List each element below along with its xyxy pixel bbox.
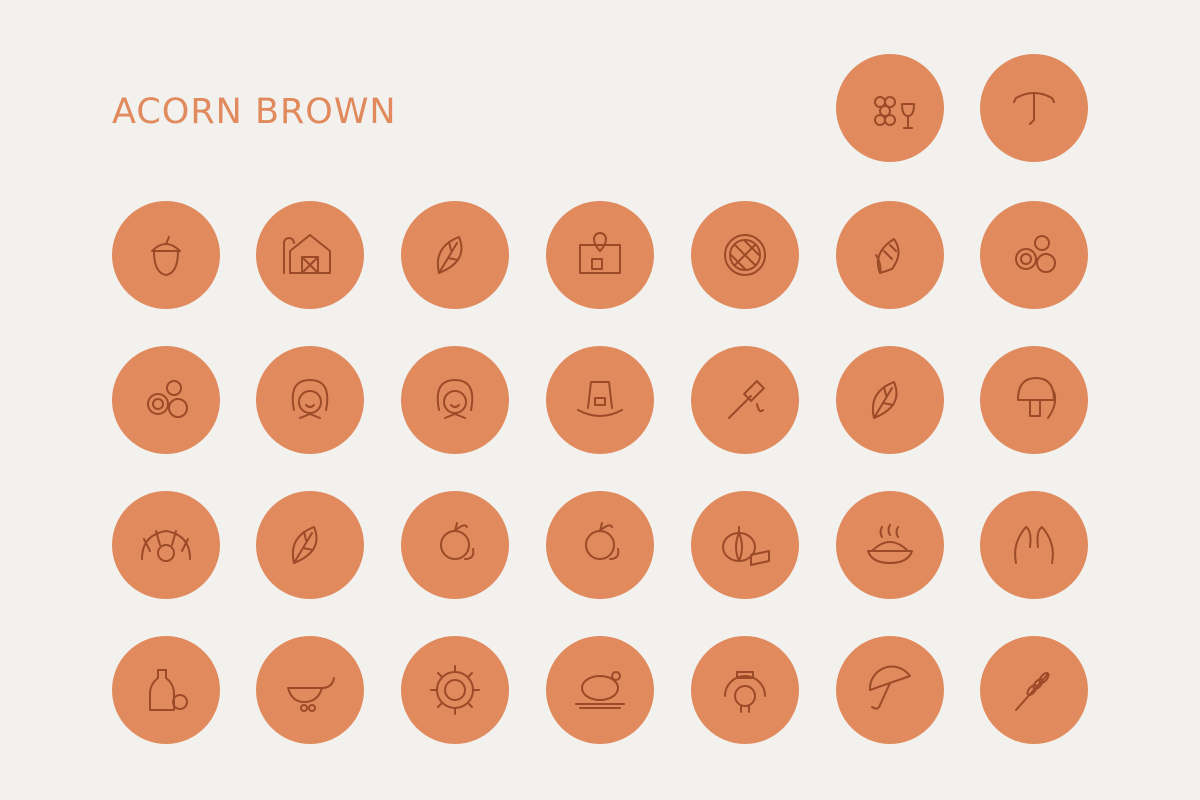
icon-circle [836, 201, 944, 309]
icon-circle [691, 491, 799, 599]
icon-circle [401, 201, 509, 309]
icon-circle [256, 201, 364, 309]
icon-circle [836, 636, 944, 744]
row-4 [112, 636, 1088, 744]
icon-circle [401, 491, 509, 599]
icon-circle [836, 346, 944, 454]
row-3 [112, 491, 1088, 599]
icon-circle [256, 346, 364, 454]
icon-circle [401, 636, 509, 744]
icon-circle [401, 346, 509, 454]
icon-circle [546, 491, 654, 599]
icon-circle [546, 346, 654, 454]
icon-circle [112, 201, 220, 309]
icon-circle [546, 201, 654, 309]
icon-circle [112, 346, 220, 454]
icon-circle [980, 201, 1088, 309]
row-0 [836, 54, 1088, 162]
icon-circle [691, 346, 799, 454]
icon-circle [836, 491, 944, 599]
icon-circle [546, 636, 654, 744]
icon [724, 234, 766, 276]
icon-circle [980, 491, 1088, 599]
title: ACORN BROWN [112, 92, 397, 132]
row-1 [112, 201, 1088, 309]
icon-circle [256, 491, 364, 599]
icon-circle [691, 636, 799, 744]
icon-circle [256, 636, 364, 744]
row-2 [112, 346, 1088, 454]
icon-circle [112, 636, 220, 744]
